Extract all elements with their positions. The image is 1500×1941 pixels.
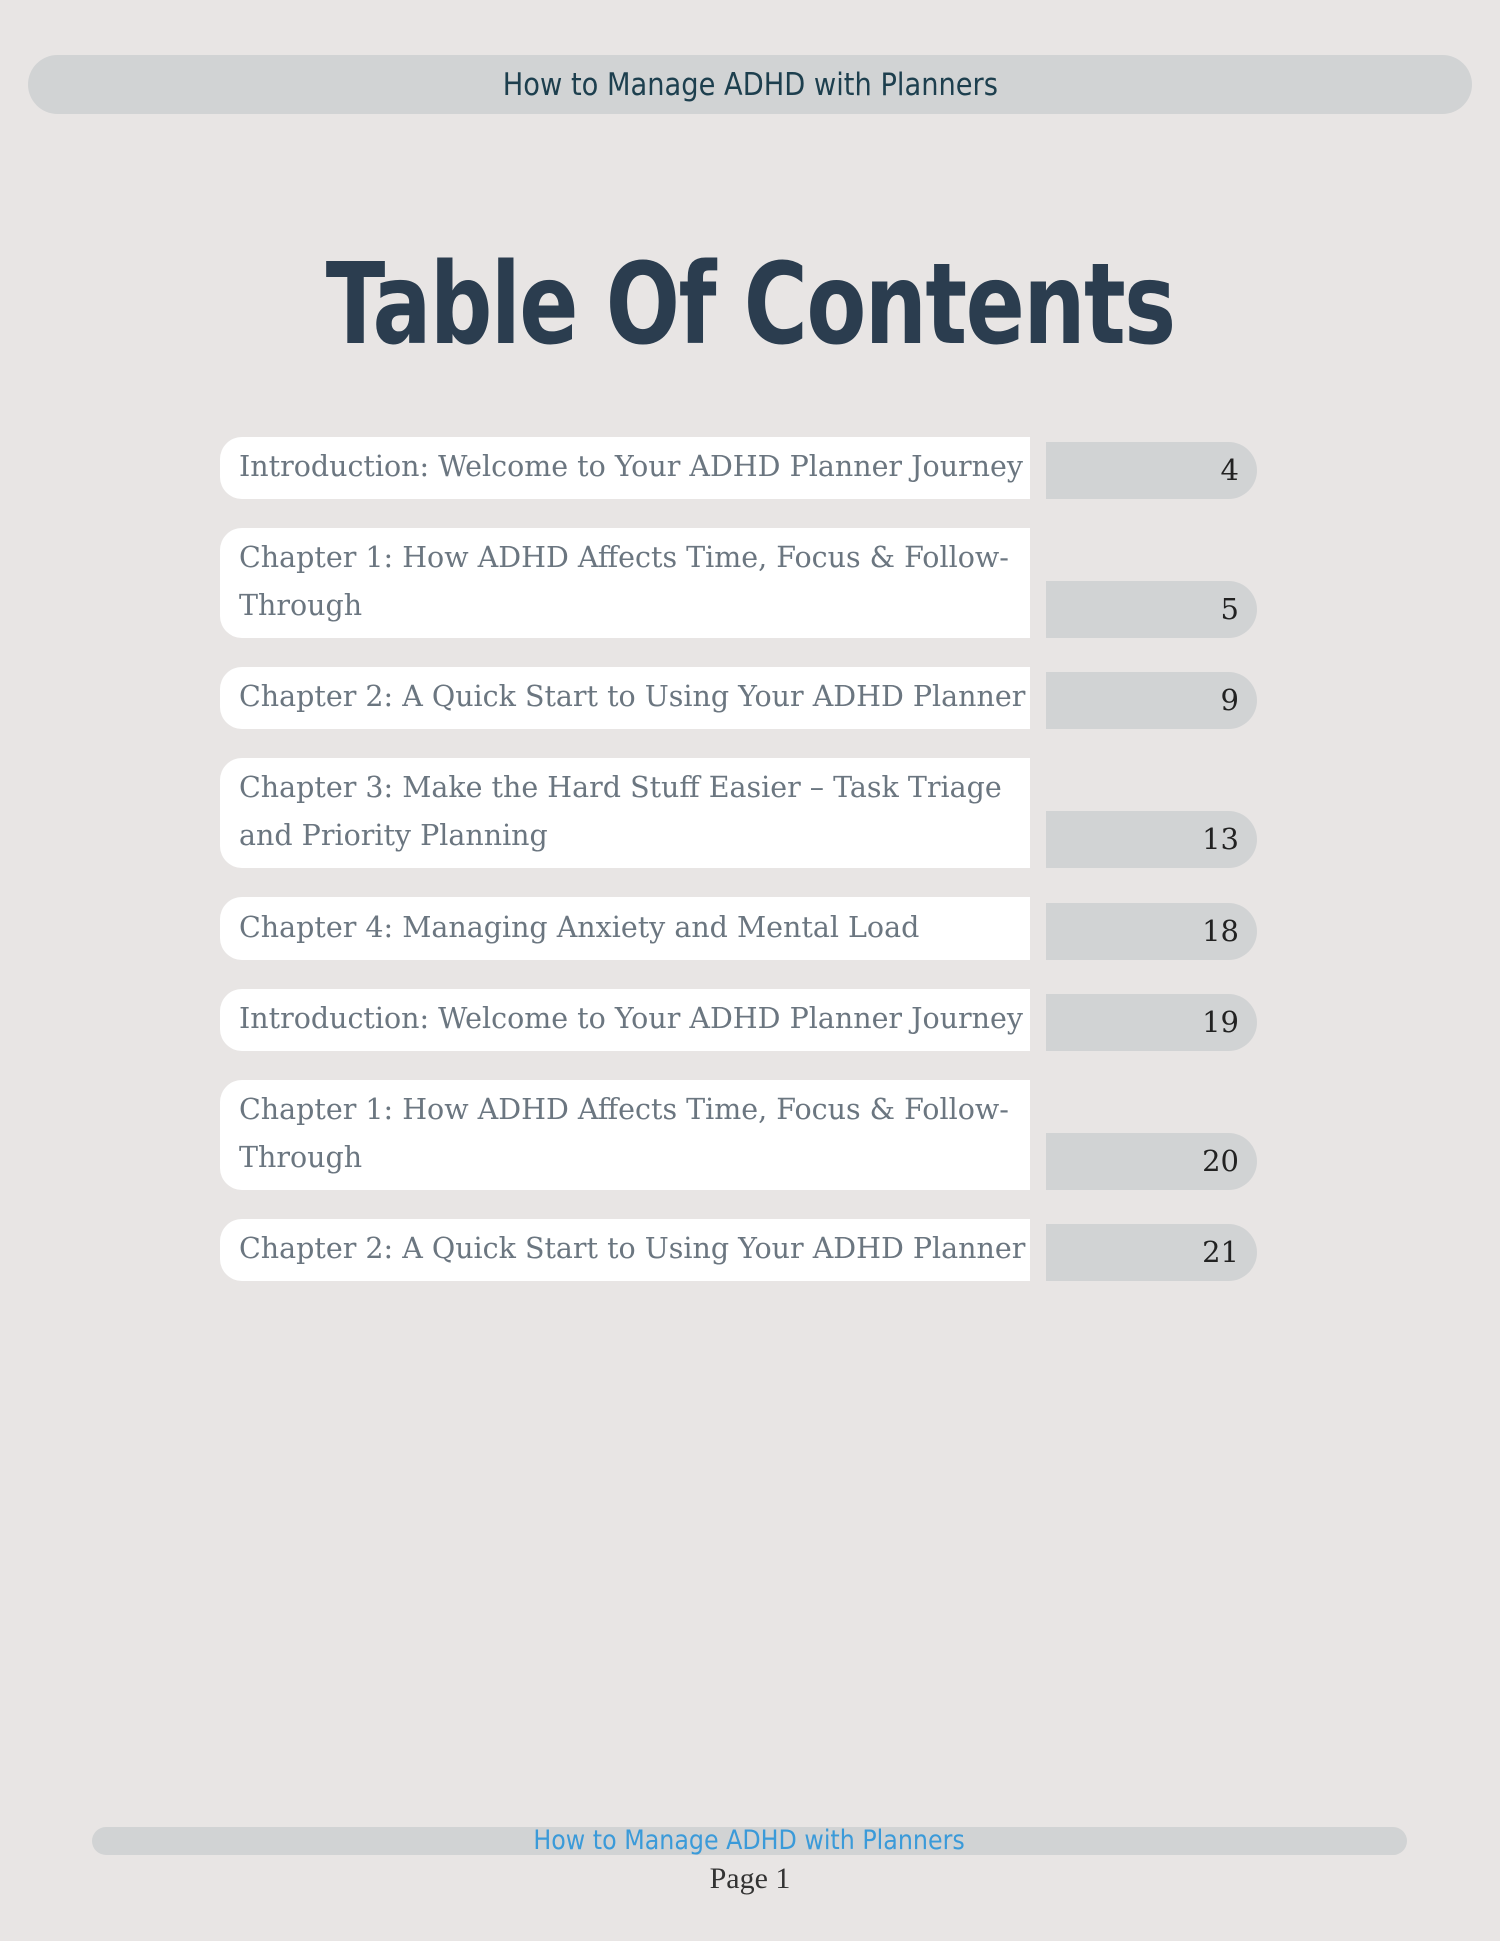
toc-entry[interactable]: Chapter 1: How ADHD Affects Time, Focus … [220, 1080, 1257, 1190]
toc-entry[interactable]: Chapter 3: Make the Hard Stuff Easier – … [220, 758, 1257, 868]
toc-entry[interactable]: Introduction: Welcome to Your ADHD Plann… [220, 437, 1257, 499]
toc-entry-title[interactable]: Chapter 3: Make the Hard Stuff Easier – … [220, 758, 1030, 868]
toc-entry-title[interactable]: Chapter 2: A Quick Start to Using Your A… [220, 667, 1030, 729]
toc-entry-page: 5 [1046, 581, 1257, 638]
footer-title: How to Manage ADHD with Planners [533, 1825, 966, 1856]
toc-entry-title[interactable]: Introduction: Welcome to Your ADHD Plann… [220, 989, 1030, 1051]
header-title: How to Manage ADHD with Planners [502, 66, 998, 103]
table-of-contents: Introduction: Welcome to Your ADHD Plann… [220, 437, 1257, 1310]
toc-entry-page: 21 [1046, 1224, 1257, 1281]
toc-entry[interactable]: Chapter 2: A Quick Start to Using Your A… [220, 1219, 1257, 1281]
toc-entry-page: 19 [1046, 994, 1257, 1051]
toc-entry[interactable]: Chapter 4: Managing Anxiety and Mental L… [220, 897, 1257, 960]
toc-entry-page: 13 [1046, 811, 1257, 868]
toc-entry-title[interactable]: Chapter 4: Managing Anxiety and Mental L… [220, 897, 1030, 960]
toc-entry[interactable]: Introduction: Welcome to Your ADHD Plann… [220, 989, 1257, 1051]
footer-bar: How to Manage ADHD with Planners [92, 1827, 1407, 1855]
toc-entry-title[interactable]: Chapter 2: A Quick Start to Using Your A… [220, 1219, 1030, 1281]
page-title-wrap: Table Of Contents [0, 240, 1500, 370]
header-bar: How to Manage ADHD with Planners [28, 55, 1472, 114]
toc-entry-page: 4 [1046, 442, 1257, 499]
toc-entry-page: 18 [1046, 903, 1257, 960]
toc-entry-title[interactable]: Chapter 1: How ADHD Affects Time, Focus … [220, 1080, 1030, 1190]
toc-entry[interactable]: Chapter 1: How ADHD Affects Time, Focus … [220, 528, 1257, 638]
toc-entry[interactable]: Chapter 2: A Quick Start to Using Your A… [220, 667, 1257, 729]
page-title: Table Of Contents [325, 240, 1176, 370]
toc-entry-title[interactable]: Introduction: Welcome to Your ADHD Plann… [220, 437, 1030, 499]
toc-entry-page: 9 [1046, 672, 1257, 729]
toc-entry-page: 20 [1046, 1133, 1257, 1190]
page-number: Page 1 [709, 1862, 791, 1895]
toc-entry-title[interactable]: Chapter 1: How ADHD Affects Time, Focus … [220, 528, 1030, 638]
